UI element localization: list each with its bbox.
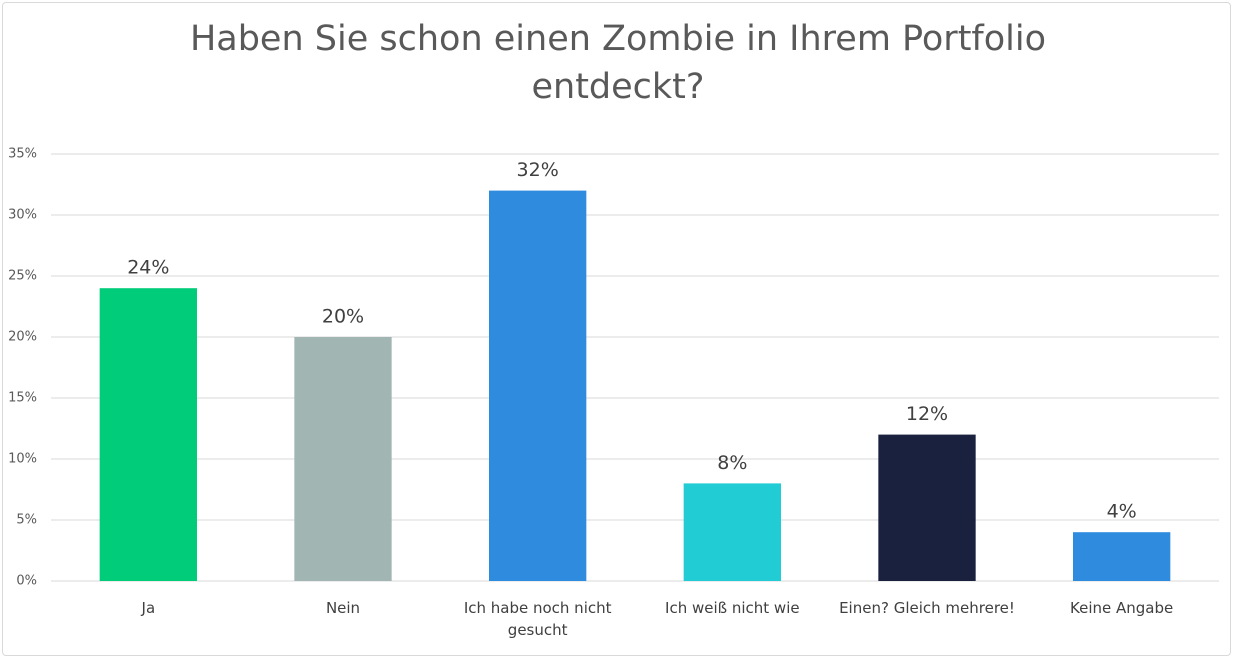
value-label: 24% bbox=[127, 257, 169, 279]
x-tick-label: Ich weiß nicht wie bbox=[665, 599, 800, 617]
y-tick-label: 25% bbox=[8, 269, 37, 284]
bar bbox=[99, 288, 197, 581]
y-tick-label: 15% bbox=[8, 391, 37, 406]
y-tick-label: 10% bbox=[8, 452, 37, 467]
chart: 0% 5% 10% 15% 20% 25% 30% 35% 24% 20% 32% 8% 12% 4% bbox=[8, 147, 1219, 589]
bar bbox=[294, 337, 392, 581]
bar bbox=[683, 483, 781, 581]
y-tick-label: 35% bbox=[8, 147, 37, 162]
bar bbox=[489, 190, 587, 581]
x-tick-label: Ich habe noch nicht gesucht bbox=[463, 599, 612, 639]
value-label: 8% bbox=[717, 452, 747, 474]
y-tick-label: 20% bbox=[8, 330, 37, 345]
value-label: 4% bbox=[1107, 501, 1137, 523]
value-label: 20% bbox=[322, 306, 364, 328]
y-tick-label: 5% bbox=[16, 513, 37, 528]
bar bbox=[878, 434, 976, 581]
x-tick-label: Nein bbox=[325, 599, 361, 617]
value-label: 32% bbox=[517, 159, 559, 181]
value-label: 12% bbox=[906, 403, 948, 425]
x-tick-label: Einen? Gleich mehrere! bbox=[839, 599, 1015, 617]
chart-title: Haben Sie schon einen Zombie in Ihrem Po… bbox=[189, 19, 1047, 107]
bar bbox=[1073, 532, 1171, 581]
x-tick-label: Keine Angabe bbox=[1070, 599, 1174, 617]
y-tick-label: 0% bbox=[16, 574, 37, 589]
x-tick-label: Ja bbox=[141, 599, 156, 617]
y-tick-label: 30% bbox=[8, 208, 37, 223]
